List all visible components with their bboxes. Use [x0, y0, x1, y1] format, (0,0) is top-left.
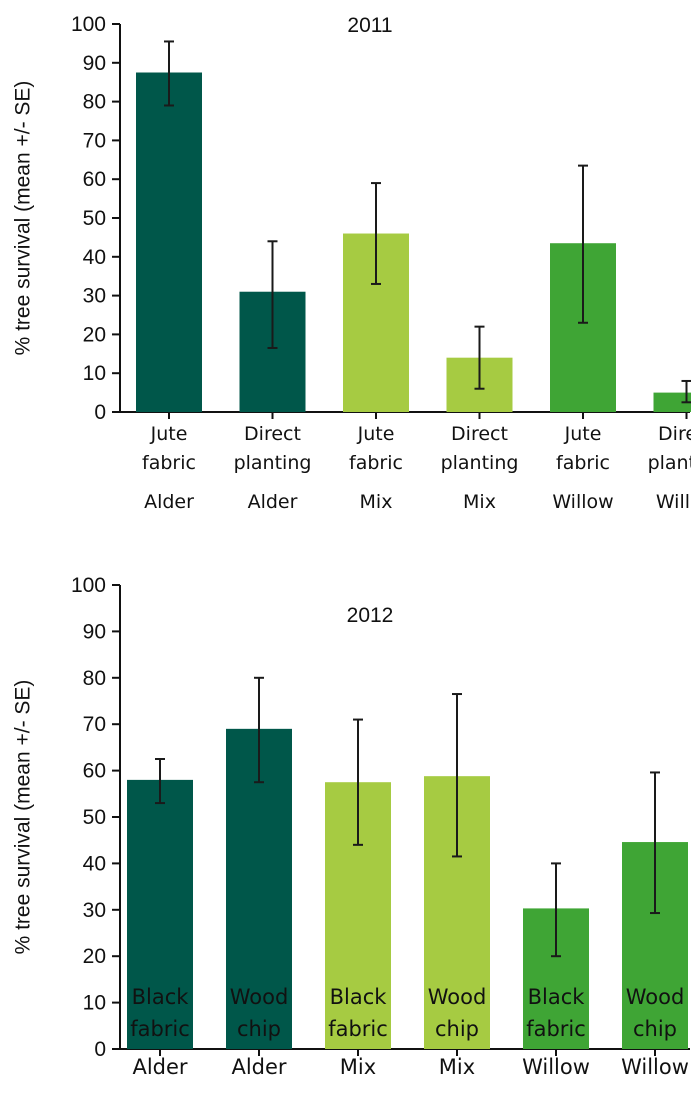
chart-title: 2011	[347, 14, 392, 37]
x-category-label: fabric	[556, 452, 610, 474]
x-category-label: Wood	[428, 985, 487, 1009]
x-group-label: Willow	[656, 491, 691, 513]
chart-title: 2012	[347, 604, 394, 627]
x-category-label: chip	[633, 1017, 677, 1041]
x-category-label: Direct	[658, 423, 691, 445]
x-category-label: Direct	[451, 423, 508, 445]
chart-2012: 2012 % tree survival (mean +/- SE) 0 10 20 30…	[12, 574, 690, 1079]
x-category-label: Black	[132, 985, 190, 1009]
y-tick-label: 50	[83, 806, 106, 829]
x-category-label: Black	[330, 985, 388, 1009]
y-tick-label: 70	[83, 129, 106, 152]
y-tick-label: 90	[83, 52, 106, 75]
x-category-label: planting	[441, 452, 519, 474]
y-tick-label: 30	[83, 285, 106, 308]
x-group-label: Mix	[439, 1055, 475, 1079]
x-group-label: Willow	[552, 491, 613, 513]
x-group-label: Alder	[144, 491, 194, 513]
x-group-label: Mix	[360, 491, 393, 513]
x-category-label: Black	[528, 985, 586, 1009]
x-group-label: Alder	[248, 491, 298, 513]
x-group-label: Mix	[463, 491, 496, 513]
y-tick-label: 30	[83, 899, 106, 922]
y-tick-label: 100	[71, 13, 106, 36]
y-tick-label: 60	[83, 760, 106, 783]
x-category-label: planting	[234, 452, 312, 474]
y-tick-label: 10	[83, 362, 106, 385]
y-tick-label: 0	[94, 401, 106, 424]
y-tick-label: 80	[83, 667, 106, 690]
x-group-label: Alder	[231, 1055, 286, 1079]
x-group-label: Willow	[621, 1055, 689, 1079]
y-tick-label: 40	[83, 852, 106, 875]
x-category-label: fabric	[142, 452, 196, 474]
x-category-label: fabric	[130, 1017, 190, 1041]
bar	[653, 392, 691, 412]
bar	[136, 72, 202, 412]
y-tick-label: 100	[71, 574, 106, 597]
x-category-label: fabric	[349, 452, 403, 474]
x-category-label: Jute	[564, 423, 602, 445]
x-category-label: Wood	[626, 985, 685, 1009]
y-tick-label: 80	[83, 91, 106, 114]
x-group-label: Alder	[132, 1055, 187, 1079]
x-category-label: Jute	[357, 423, 395, 445]
bar	[127, 779, 193, 1049]
y-axis-label: % tree survival (mean +/- SE)	[12, 680, 35, 955]
x-category-label: Jute	[150, 423, 188, 445]
x-category-label: Direct	[244, 423, 301, 445]
y-tick-label: 20	[83, 945, 106, 968]
y-tick-label: 50	[83, 207, 106, 230]
y-axis-label: % tree survival (mean +/- SE)	[12, 81, 35, 356]
x-group-label: Willow	[522, 1055, 590, 1079]
x-category-label: Wood	[230, 985, 289, 1009]
x-category-label: planting	[648, 452, 691, 474]
y-tick-label: 60	[83, 168, 106, 191]
x-category-label: fabric	[328, 1017, 388, 1041]
x-category-label: fabric	[526, 1017, 586, 1041]
y-tick-label: 0	[94, 1038, 106, 1061]
y-tick-label: 70	[83, 713, 106, 736]
y-tick-label: 20	[83, 323, 106, 346]
x-group-label: Mix	[340, 1055, 376, 1079]
y-tick-label: 10	[83, 992, 106, 1015]
y-tick-label: 90	[83, 620, 106, 643]
y-tick-label: 40	[83, 246, 106, 269]
x-category-label: chip	[435, 1017, 479, 1041]
x-category-label: chip	[237, 1017, 281, 1041]
chart-2011: 2011 % tree survival (mean +/- SE) 0 10 20 30…	[12, 13, 691, 513]
